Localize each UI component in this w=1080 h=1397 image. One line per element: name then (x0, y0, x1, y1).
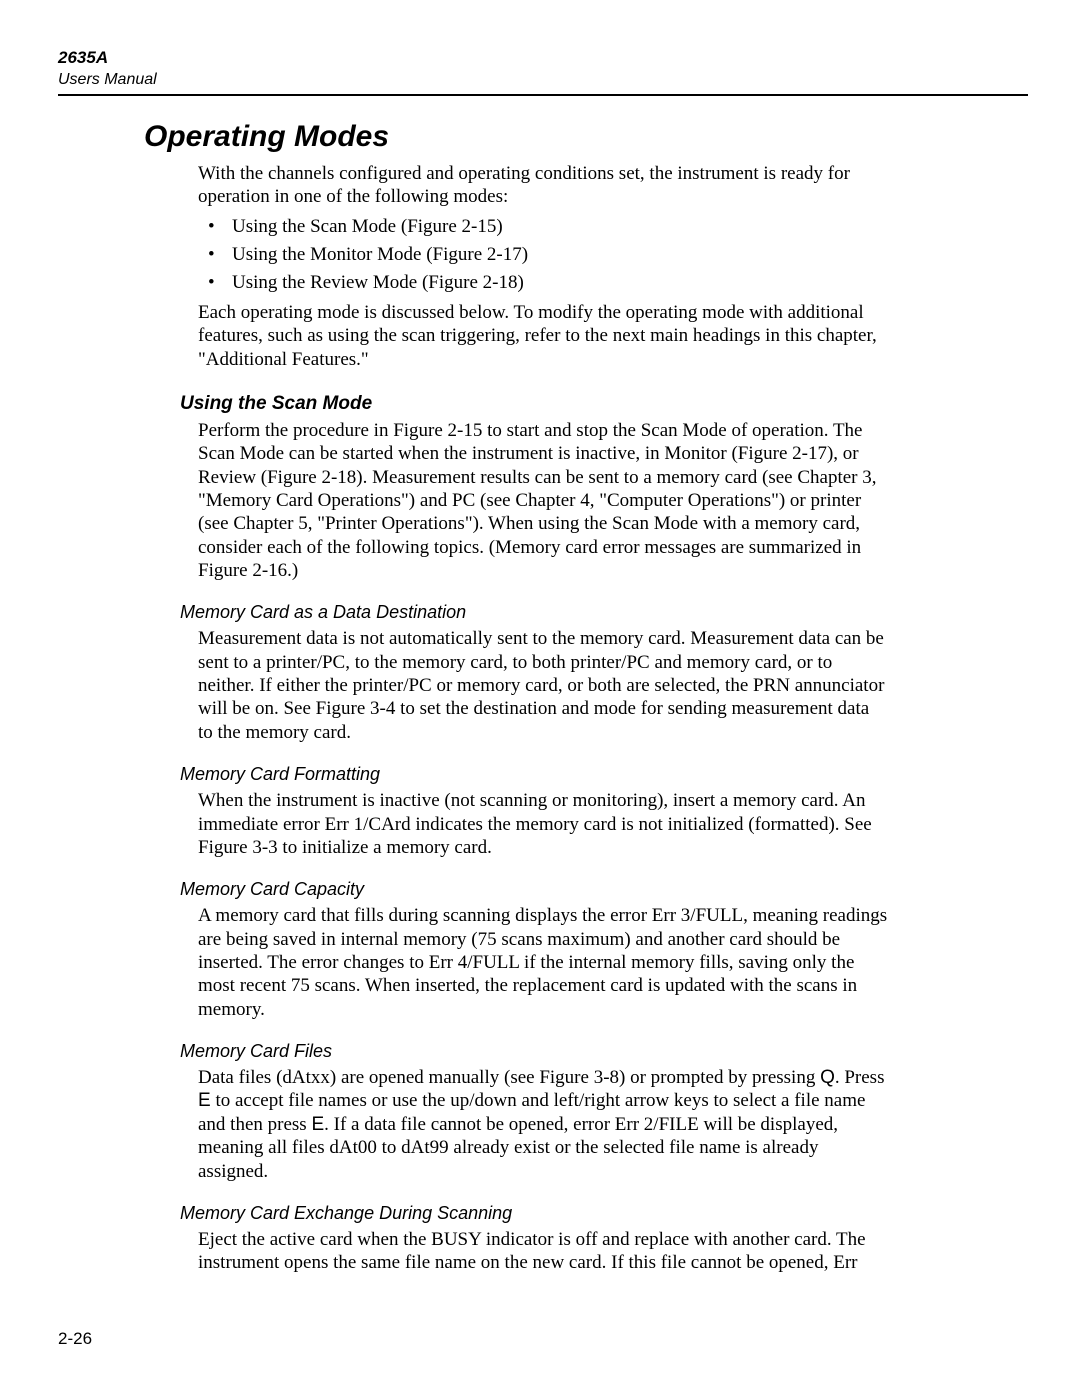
intro-paragraph-2: Each operating mode is discussed below. … (198, 301, 888, 371)
cap-paragraph: A memory card that fills during scanning… (198, 904, 888, 1021)
xchg-paragraph: Eject the active card when the BUSY indi… (198, 1228, 888, 1275)
scan-block: Perform the procedure in Figure 2-15 to … (198, 419, 888, 583)
files-block: Data files (dAtxx) are opened manually (… (198, 1066, 888, 1183)
running-head-model: 2635A (58, 48, 1028, 68)
key-e1-icon: E (198, 1090, 211, 1111)
files-text-1: Data files (dAtxx) are opened manually (… (198, 1067, 820, 1088)
files-text-2: . Press (835, 1067, 885, 1088)
intro-paragraph-1: With the channels configured and operati… (198, 162, 888, 209)
manual-page: 2635A Users Manual Operating Modes With … (0, 0, 1080, 1397)
page-content: Operating Modes With the channels config… (0, 120, 1080, 1281)
fmt-paragraph: When the instrument is inactive (not sca… (198, 789, 888, 859)
fmt-block: When the instrument is inactive (not sca… (198, 789, 888, 859)
intro-block: With the channels configured and operati… (198, 162, 888, 371)
running-head: 2635A Users Manual (58, 48, 1028, 96)
mode-review-item: Using the Review Mode (Figure 2-18) (198, 271, 888, 294)
heading-memory-card-exchange: Memory Card Exchange During Scanning (180, 1203, 888, 1224)
key-q-icon: Q (820, 1067, 835, 1088)
mode-monitor-item: Using the Monitor Mode (Figure 2-17) (198, 243, 888, 266)
scan-paragraph: Perform the procedure in Figure 2-15 to … (198, 419, 888, 583)
heading-memory-card-files: Memory Card Files (180, 1041, 888, 1062)
running-head-subtitle: Users Manual (58, 70, 1028, 89)
files-paragraph: Data files (dAtxx) are opened manually (… (198, 1066, 888, 1183)
mode-list: Using the Scan Mode (Figure 2-15) Using … (198, 215, 888, 295)
xchg-block: Eject the active card when the BUSY indi… (198, 1228, 888, 1275)
mode-scan-item: Using the Scan Mode (Figure 2-15) (198, 215, 888, 238)
dest-paragraph: Measurement data is not automatically se… (198, 627, 888, 744)
heading-operating-modes: Operating Modes (144, 120, 1080, 154)
heading-memory-card-formatting: Memory Card Formatting (180, 764, 888, 785)
running-head-rule (58, 94, 1028, 96)
heading-memory-card-capacity: Memory Card Capacity (180, 879, 888, 900)
heading-using-scan-mode: Using the Scan Mode (180, 393, 888, 415)
key-e2-icon: E (311, 1114, 324, 1135)
cap-block: A memory card that fills during scanning… (198, 904, 888, 1021)
heading-memory-card-destination: Memory Card as a Data Destination (180, 602, 888, 623)
page-number: 2-26 (58, 1329, 92, 1349)
dest-block: Measurement data is not automatically se… (198, 627, 888, 744)
